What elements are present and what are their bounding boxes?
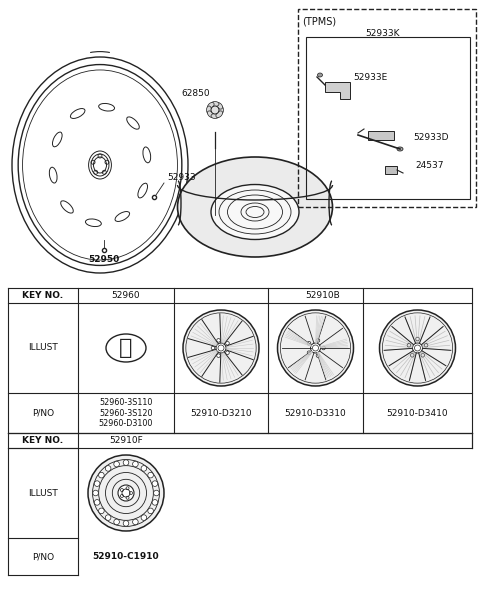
Circle shape <box>123 521 129 526</box>
FancyBboxPatch shape <box>368 131 394 140</box>
Circle shape <box>123 460 129 466</box>
Text: 52910-D3410: 52910-D3410 <box>387 408 448 417</box>
Text: 52933K: 52933K <box>366 29 400 38</box>
Text: 52960-3S110
52960-3S120
52960-D3100: 52960-3S110 52960-3S120 52960-D3100 <box>99 398 153 428</box>
Circle shape <box>416 337 420 341</box>
Ellipse shape <box>211 101 219 106</box>
Ellipse shape <box>207 111 214 118</box>
Circle shape <box>105 466 111 471</box>
Text: KEY NO.: KEY NO. <box>23 291 63 300</box>
Circle shape <box>114 461 120 467</box>
Text: KEY NO.: KEY NO. <box>23 436 63 445</box>
Circle shape <box>93 490 98 496</box>
Polygon shape <box>325 82 350 99</box>
Circle shape <box>154 490 159 496</box>
Circle shape <box>94 500 100 505</box>
Text: P/NO: P/NO <box>32 408 54 417</box>
Text: 52910-D3310: 52910-D3310 <box>285 408 347 417</box>
Circle shape <box>152 500 158 505</box>
Text: (TPMS): (TPMS) <box>302 17 336 27</box>
Text: Ⓗ: Ⓗ <box>120 338 132 358</box>
Circle shape <box>94 481 100 487</box>
Circle shape <box>141 515 147 521</box>
Ellipse shape <box>216 111 223 118</box>
Circle shape <box>307 351 311 355</box>
Ellipse shape <box>207 103 214 109</box>
Text: 52960: 52960 <box>112 291 140 300</box>
Circle shape <box>148 472 154 478</box>
Circle shape <box>226 351 229 355</box>
Ellipse shape <box>218 106 224 114</box>
Text: P/NO: P/NO <box>32 552 54 561</box>
Circle shape <box>216 343 226 353</box>
Circle shape <box>316 354 320 358</box>
Ellipse shape <box>206 106 212 114</box>
Circle shape <box>118 485 134 501</box>
Circle shape <box>407 343 411 347</box>
Circle shape <box>410 353 414 357</box>
Circle shape <box>132 461 138 467</box>
Text: 52910B: 52910B <box>306 291 340 300</box>
Circle shape <box>217 354 220 358</box>
Circle shape <box>322 346 325 350</box>
Ellipse shape <box>216 103 223 109</box>
Text: 62850: 62850 <box>181 88 210 97</box>
Text: 52933D: 52933D <box>413 133 448 141</box>
Circle shape <box>98 472 104 478</box>
Ellipse shape <box>211 113 219 118</box>
Ellipse shape <box>277 310 353 386</box>
Text: 24537: 24537 <box>415 161 444 170</box>
Text: 52933: 52933 <box>168 173 196 181</box>
Circle shape <box>141 466 147 471</box>
Ellipse shape <box>397 147 403 151</box>
Circle shape <box>226 341 229 345</box>
Ellipse shape <box>88 455 164 531</box>
Circle shape <box>311 343 321 353</box>
Circle shape <box>412 343 422 353</box>
Circle shape <box>307 341 311 345</box>
Text: 52910-D3210: 52910-D3210 <box>190 408 252 417</box>
Circle shape <box>211 346 215 350</box>
Text: 52910F: 52910F <box>109 436 143 445</box>
Text: 52950: 52950 <box>88 254 120 263</box>
Circle shape <box>211 106 219 114</box>
Ellipse shape <box>178 157 333 257</box>
Circle shape <box>105 515 111 521</box>
FancyBboxPatch shape <box>385 166 397 174</box>
Circle shape <box>148 508 154 513</box>
Ellipse shape <box>317 73 323 77</box>
Ellipse shape <box>380 310 456 386</box>
Circle shape <box>424 343 428 347</box>
Circle shape <box>421 353 425 357</box>
Circle shape <box>98 508 104 513</box>
Text: 52910-C1910: 52910-C1910 <box>93 552 159 561</box>
Text: 52933E: 52933E <box>353 72 387 82</box>
Ellipse shape <box>183 310 259 386</box>
Circle shape <box>132 519 138 525</box>
Text: ILLUST: ILLUST <box>28 488 58 497</box>
Circle shape <box>152 481 158 487</box>
Circle shape <box>217 338 220 342</box>
Circle shape <box>114 519 120 525</box>
Text: ILLUST: ILLUST <box>28 343 58 352</box>
Circle shape <box>316 338 320 342</box>
Ellipse shape <box>211 184 299 239</box>
